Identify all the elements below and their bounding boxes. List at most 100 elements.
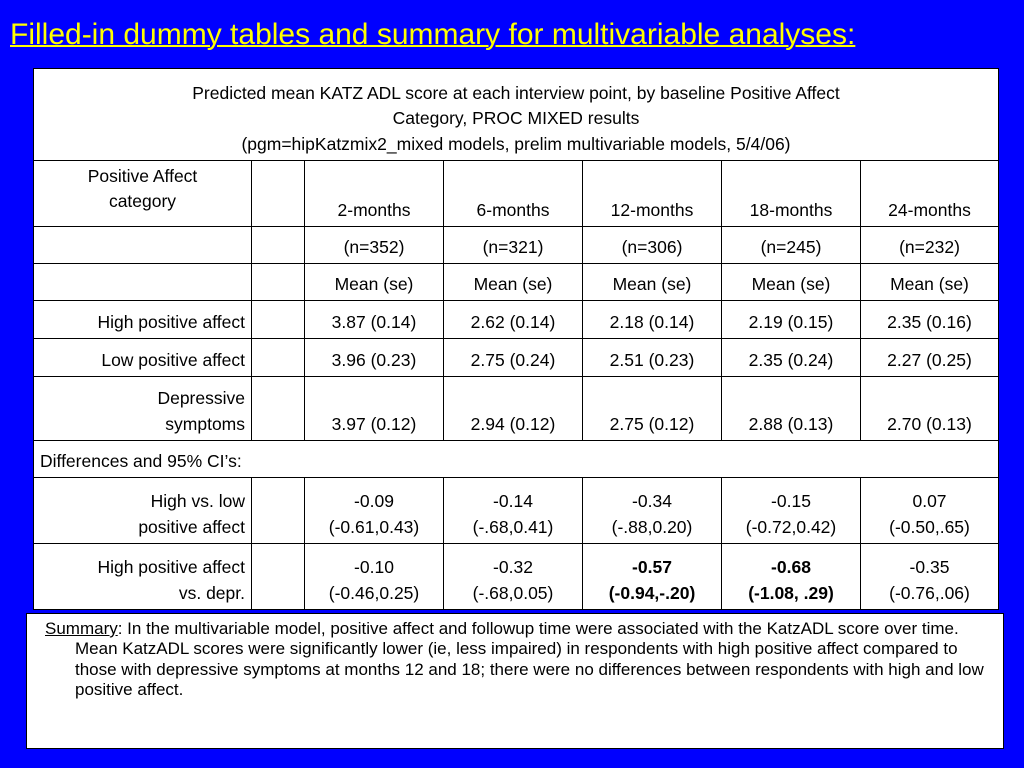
row-label-line: vs. depr.	[178, 582, 245, 603]
column-header-month: 24-months	[860, 160, 999, 227]
stat-header: Mean (se)	[582, 263, 722, 301]
row-label: Depressive symptoms	[33, 376, 252, 441]
confidence-interval: (-0.94,-.20)	[608, 582, 696, 603]
confidence-interval: (-.68,0.41)	[472, 516, 554, 537]
table-cell: 2.27 (0.25)	[860, 338, 999, 377]
header-text: Positive Affect	[87, 166, 198, 186]
column-header-month: 18-months	[721, 160, 861, 227]
confidence-interval: (-0.61,0.43)	[328, 516, 420, 537]
table-cell: 2.62 (0.14)	[443, 300, 583, 339]
table-cell: 2.94 (0.12)	[443, 376, 583, 441]
column-header-month: 6-months	[443, 160, 583, 227]
diff-cell: -0.35 (-0.76,.06)	[860, 543, 999, 610]
summary-paragraph: Summary: In the multivariable model, pos…	[35, 619, 995, 701]
table-cell: 2.88 (0.13)	[721, 376, 861, 441]
stat-header: Mean (se)	[860, 263, 999, 301]
stat-header: Mean (se)	[721, 263, 861, 301]
slide-title: Filled-in dummy tables and summary for m…	[10, 18, 856, 51]
summary-label: Summary	[45, 619, 118, 638]
estimate: -0.32	[493, 557, 533, 578]
summary-box: Summary: In the multivariable model, pos…	[26, 613, 1004, 749]
summary-text: : In the multivariable model, positive a…	[75, 619, 984, 700]
header-text: category	[108, 191, 177, 212]
caption-line: Predicted mean KATZ ADL score at each in…	[192, 82, 840, 103]
stat-header: Mean (se)	[443, 263, 583, 301]
estimate: -0.35	[909, 557, 950, 578]
row-label: Low positive affect	[33, 338, 252, 377]
empty-cell	[251, 376, 305, 441]
table-cell: 2.70 (0.13)	[860, 376, 999, 441]
header-row-stat: Mean (se) Mean (se) Mean (se) Mean (se) …	[33, 263, 999, 301]
row-label-line: Depressive	[157, 388, 245, 409]
results-table: Predicted mean KATZ ADL score at each in…	[33, 68, 999, 610]
empty-cell	[251, 226, 305, 264]
diff-cell: -0.10 (-0.46,0.25)	[304, 543, 444, 610]
confidence-interval: (-.88,0.20)	[611, 516, 693, 537]
row-label: High vs. low positive affect	[33, 477, 252, 544]
sample-size: (n=321)	[443, 226, 583, 264]
empty-cell	[33, 263, 252, 301]
estimate: -0.68	[771, 557, 811, 578]
empty-cell	[251, 263, 305, 301]
confidence-interval: (-0.50,.65)	[889, 516, 970, 537]
table-row: Depressive symptoms 3.97 (0.12) 2.94 (0.…	[33, 376, 999, 441]
table-cell: 2.19 (0.15)	[721, 300, 861, 339]
diff-row: High positive affect vs. depr. -0.10 (-0.…	[33, 543, 999, 610]
row-label: High positive affect	[33, 300, 252, 339]
empty-cell	[251, 543, 305, 610]
sample-size: (n=306)	[582, 226, 722, 264]
diff-row: High vs. low positive affect -0.09 (-0.61…	[33, 477, 999, 544]
confidence-interval: (-0.46,0.25)	[328, 582, 420, 603]
estimate: -0.34	[632, 491, 672, 512]
confidence-interval: (-.68,0.05)	[472, 582, 554, 603]
table-cell: 2.75 (0.24)	[443, 338, 583, 377]
table-cell: 2.35 (0.24)	[721, 338, 861, 377]
diff-cell: 0.07 (-0.50,.65)	[860, 477, 999, 544]
table-cell: 3.87 (0.14)	[304, 300, 444, 339]
diff-cell: -0.34 (-.88,0.20)	[582, 477, 722, 544]
empty-cell	[33, 226, 252, 264]
confidence-interval: (-0.72,0.42)	[745, 516, 837, 537]
caption-line: Category, PROC MIXED results	[392, 108, 640, 129]
header-row-n: (n=352) (n=321) (n=306) (n=245) (n=232)	[33, 226, 999, 264]
column-header-month: 12-months	[582, 160, 722, 227]
diff-cell-significant: -0.68 (-1.08, .29)	[721, 543, 861, 610]
row-label-line: High vs. low	[150, 491, 245, 512]
diff-cell-significant: -0.57 (-0.94,-.20)	[582, 543, 722, 610]
header-row-months: Positive Affect category 2-months 6-mont…	[33, 160, 999, 227]
sample-size: (n=352)	[304, 226, 444, 264]
column-header-category: Positive Affect category	[33, 160, 252, 227]
table-row: High positive affect 3.87 (0.14) 2.62 (0…	[33, 300, 999, 339]
estimate: 0.07	[912, 491, 947, 512]
diff-cell: -0.14 (-.68,0.41)	[443, 477, 583, 544]
empty-cell	[251, 477, 305, 544]
estimate: -0.10	[354, 557, 394, 578]
table-cell: 3.96 (0.23)	[304, 338, 444, 377]
row-label-line: positive affect	[138, 516, 245, 537]
estimate: -0.09	[354, 491, 394, 512]
table-cell: 2.51 (0.23)	[582, 338, 722, 377]
row-label: High positive affect vs. depr.	[33, 543, 252, 610]
differences-label: Differences and 95% CI’s:	[33, 440, 999, 478]
diff-cell: -0.15 (-0.72,0.42)	[721, 477, 861, 544]
stat-header: Mean (se)	[304, 263, 444, 301]
differences-header-row: Differences and 95% CI’s:	[33, 440, 999, 478]
results-table-panel: Predicted mean KATZ ADL score at each in…	[33, 68, 999, 610]
table-cell: 3.97 (0.12)	[304, 376, 444, 441]
estimate: -0.14	[493, 491, 533, 512]
estimate: -0.15	[771, 491, 811, 512]
row-label-line: High positive affect	[97, 557, 245, 578]
sample-size: (n=245)	[721, 226, 861, 264]
sample-size: (n=232)	[860, 226, 999, 264]
column-header-month: 2-months	[304, 160, 444, 227]
caption-row: Predicted mean KATZ ADL score at each in…	[33, 68, 999, 161]
row-label-line: symptoms	[165, 413, 245, 434]
table-cell: 2.18 (0.14)	[582, 300, 722, 339]
table-row: Low positive affect 3.96 (0.23) 2.75 (0.…	[33, 338, 999, 377]
empty-cell	[251, 338, 305, 377]
empty-cell	[251, 160, 305, 227]
confidence-interval: (-1.08, .29)	[748, 582, 834, 603]
table-cell: 2.75 (0.12)	[582, 376, 722, 441]
table-caption: Predicted mean KATZ ADL score at each in…	[33, 68, 999, 161]
estimate: -0.57	[632, 557, 672, 578]
